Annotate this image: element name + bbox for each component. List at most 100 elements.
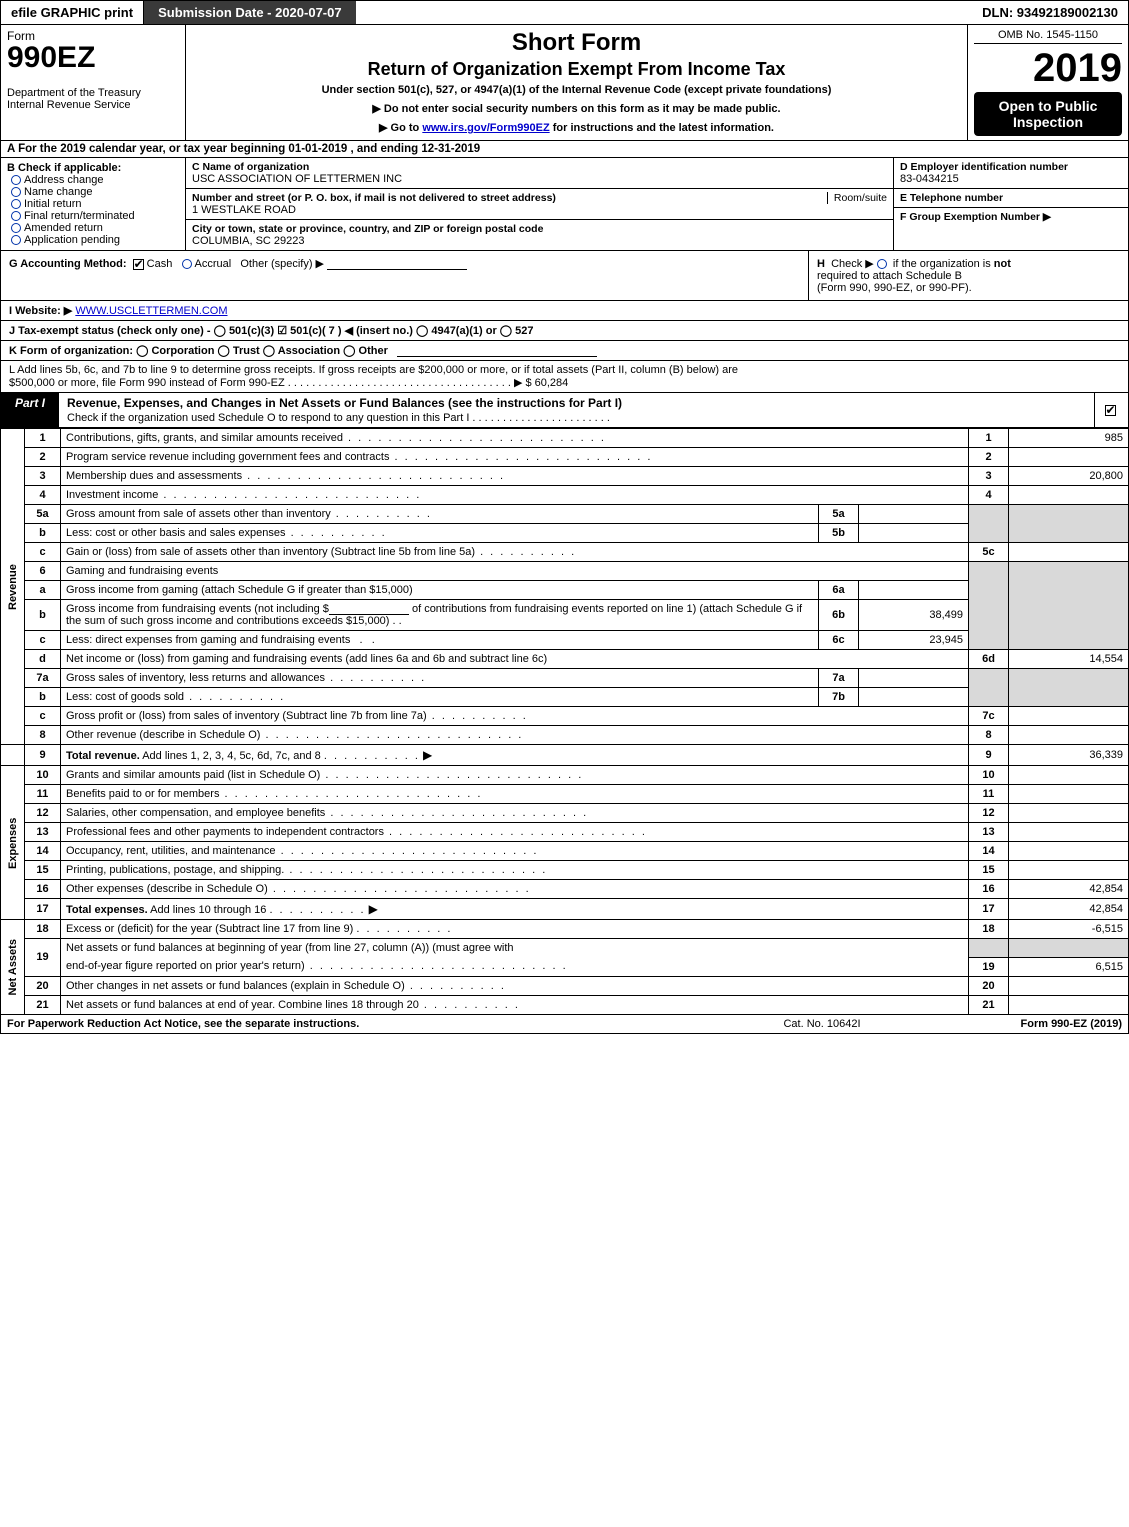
- line-20-key: 20: [969, 976, 1009, 995]
- line-4-num: 4: [25, 486, 61, 505]
- org-info-grid: B Check if applicable: Address change Na…: [0, 158, 1129, 251]
- line-18-num: 18: [25, 920, 61, 939]
- opt-amended-return[interactable]: Amended return: [11, 222, 179, 234]
- line-9-num: 9: [25, 745, 61, 766]
- other-specify-input[interactable]: [327, 258, 467, 270]
- row-h-line3: (Form 990, 990-EZ, or 990-PF).: [817, 282, 1120, 294]
- form-number: 990EZ: [7, 43, 179, 73]
- line-11-desc: Benefits paid to or for members: [61, 785, 969, 804]
- row-i: I Website: ▶ WWW.USCLETTERMEN.COM: [0, 301, 1129, 321]
- opt-name-change[interactable]: Name change: [11, 186, 179, 198]
- line-14-num: 14: [25, 842, 61, 861]
- line-5c-amount: [1009, 543, 1129, 562]
- line-21-key: 21: [969, 995, 1009, 1014]
- form-of-org-other-input[interactable]: [397, 345, 597, 357]
- part-i-check-cell: [1094, 393, 1128, 427]
- line-13-amount: [1009, 823, 1129, 842]
- line-6d-num: d: [25, 650, 61, 669]
- opt-initial-return[interactable]: Initial return: [11, 198, 179, 210]
- line-7b-subkey: 7b: [819, 688, 859, 707]
- website-link[interactable]: WWW.USCLETTERMEN.COM: [75, 305, 227, 317]
- line-10-key: 10: [969, 766, 1009, 785]
- line-4-desc: Investment income: [61, 486, 969, 505]
- ssn-warning: ▶ Do not enter social security numbers o…: [194, 102, 959, 115]
- line-10-amount: [1009, 766, 1129, 785]
- line-18-desc: Excess or (deficit) for the year (Subtra…: [61, 920, 969, 939]
- row-g-h: G Accounting Method: Cash Accrual Other …: [0, 251, 1129, 301]
- row-j: J Tax-exempt status (check only one) - ◯…: [0, 321, 1129, 341]
- line-15-key: 15: [969, 861, 1009, 880]
- return-title: Return of Organization Exempt From Incom…: [194, 59, 959, 80]
- tax-year: 2019: [974, 48, 1122, 88]
- org-address-value: 1 WESTLAKE ROAD: [192, 204, 887, 216]
- ein-value: 83-0434215: [900, 173, 1122, 185]
- line-19-grey: [969, 939, 1009, 958]
- footer-right: Form 990-EZ (2019): [922, 1018, 1122, 1030]
- line-7-grey-amt: [1009, 669, 1129, 707]
- cash-checkbox[interactable]: [133, 259, 144, 270]
- footer-catno: Cat. No. 10642I: [722, 1018, 922, 1030]
- line-5a-subkey: 5a: [819, 505, 859, 524]
- line-16-desc: Other expenses (describe in Schedule O): [61, 880, 969, 899]
- line-6a-subkey: 6a: [819, 581, 859, 600]
- line-7-grey: [969, 669, 1009, 707]
- part-i-checkbox[interactable]: [1105, 405, 1116, 416]
- goto-link[interactable]: www.irs.gov/Form990EZ: [422, 122, 549, 134]
- org-name-label: C Name of organization: [192, 161, 887, 173]
- line-7b-desc: Less: cost of goods sold: [61, 688, 819, 707]
- line-11-amount: [1009, 785, 1129, 804]
- line-21-amount: [1009, 995, 1129, 1014]
- line-5b-num: b: [25, 524, 61, 543]
- header-left: Form 990EZ Department of the Treasury In…: [1, 25, 186, 140]
- line-9-key: 9: [969, 745, 1009, 766]
- line-17-amount: 42,854: [1009, 899, 1129, 920]
- line-1-amount: 985: [1009, 429, 1129, 448]
- org-name-row: C Name of organization USC ASSOCIATION O…: [186, 158, 893, 189]
- box-b: B Check if applicable: Address change Na…: [1, 158, 186, 250]
- top-bar: efile GRAPHIC print Submission Date - 20…: [0, 0, 1129, 25]
- line-15-desc: Printing, publications, postage, and shi…: [61, 861, 969, 880]
- line-19-desc1: Net assets or fund balances at beginning…: [61, 939, 969, 958]
- line-2-amount: [1009, 448, 1129, 467]
- line-6-grey: [969, 562, 1009, 650]
- line-5b-desc: Less: cost or other basis and sales expe…: [61, 524, 819, 543]
- netassets-side-label: Net Assets: [1, 920, 25, 1015]
- tax-period-bar: A For the 2019 calendar year, or tax yea…: [0, 141, 1129, 158]
- line-2-num: 2: [25, 448, 61, 467]
- line-19-num: 19: [25, 939, 61, 977]
- ein-label: D Employer identification number: [900, 161, 1122, 173]
- line-5b-subval: [859, 524, 969, 543]
- line-8-amount: [1009, 726, 1129, 745]
- form-of-organization: K Form of organization: ◯ Corporation ◯ …: [9, 345, 388, 357]
- opt-address-change[interactable]: Address change: [11, 174, 179, 186]
- line-2-desc: Program service revenue including govern…: [61, 448, 969, 467]
- dln-label: DLN: 93492189002130: [972, 1, 1128, 24]
- opt-final-return[interactable]: Final return/terminated: [11, 210, 179, 222]
- telephone-label: E Telephone number: [900, 192, 1122, 204]
- org-city-value: COLUMBIA, SC 29223: [192, 235, 887, 247]
- row-k: K Form of organization: ◯ Corporation ◯ …: [0, 341, 1129, 361]
- website-label: I Website: ▶: [9, 305, 72, 317]
- line-7c-num: c: [25, 707, 61, 726]
- line-8-desc: Other revenue (describe in Schedule O): [61, 726, 969, 745]
- accrual-checkbox[interactable]: [182, 259, 192, 269]
- part-i-bar: Part I Revenue, Expenses, and Changes in…: [0, 393, 1129, 428]
- line-6-desc: Gaming and fundraising events: [61, 562, 969, 581]
- line-15-num: 15: [25, 861, 61, 880]
- line-10-num: 10: [25, 766, 61, 785]
- schedule-b-checkbox[interactable]: [877, 259, 887, 269]
- box-b-header: B Check if applicable:: [7, 162, 179, 174]
- efile-print-label[interactable]: efile GRAPHIC print: [1, 1, 144, 24]
- line-6a-num: a: [25, 581, 61, 600]
- accounting-method-label: G Accounting Method:: [9, 258, 127, 270]
- line-5c-key: 5c: [969, 543, 1009, 562]
- cash-label: Cash: [147, 258, 173, 270]
- header-middle: Short Form Return of Organization Exempt…: [186, 25, 968, 140]
- goto-suffix: for instructions and the latest informat…: [553, 122, 774, 134]
- line-12-amount: [1009, 804, 1129, 823]
- line-7b-subval: [859, 688, 969, 707]
- opt-application-pending[interactable]: Application pending: [11, 234, 179, 246]
- omb-number: OMB No. 1545-1150: [974, 29, 1122, 44]
- line-21-num: 21: [25, 995, 61, 1014]
- line-3-num: 3: [25, 467, 61, 486]
